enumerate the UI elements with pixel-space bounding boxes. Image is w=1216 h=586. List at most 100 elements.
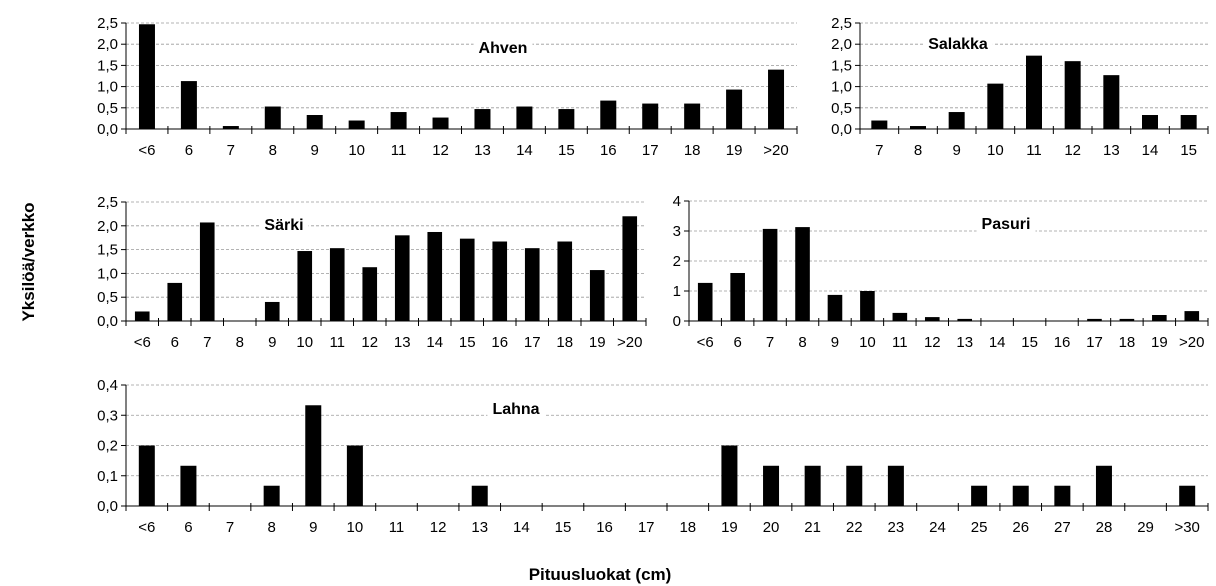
bar <box>1142 115 1158 129</box>
y-tick-label: 0,0 <box>831 121 852 138</box>
y-tick-label: 0,0 <box>97 313 118 330</box>
x-tick-label: 16 <box>596 519 613 536</box>
x-tick-label: 6 <box>171 334 179 351</box>
x-tick-label: 10 <box>347 519 364 536</box>
bar <box>589 270 605 321</box>
y-tick-label: 1 <box>673 283 681 300</box>
bar <box>1095 465 1112 506</box>
chart-title: Ahven <box>479 40 528 57</box>
y-axis-label: Yksilöä/verkko <box>19 202 38 321</box>
x-tick-label: 23 <box>888 519 905 536</box>
x-tick-label: 18 <box>684 142 701 159</box>
x-tick-label: 16 <box>600 142 617 159</box>
bar <box>642 103 659 129</box>
y-tick-label: 2,5 <box>97 194 118 211</box>
x-tick-label: 13 <box>474 142 491 159</box>
x-tick-label: 17 <box>524 334 541 351</box>
x-tick-label: 8 <box>914 142 922 159</box>
x-tick-label: 15 <box>1180 142 1197 159</box>
x-tick-label: 19 <box>726 142 743 159</box>
x-axis-label: Pituusluokat (cm) <box>529 565 672 584</box>
bar <box>1026 55 1042 130</box>
bar <box>871 120 888 129</box>
bar <box>887 465 904 506</box>
bar <box>558 109 575 129</box>
bar <box>1054 485 1071 506</box>
x-tick-label: 10 <box>348 142 365 159</box>
x-tick-label: 15 <box>558 142 575 159</box>
x-tick-label: 18 <box>556 334 573 351</box>
bar <box>1103 75 1120 129</box>
bar <box>516 106 533 129</box>
bar <box>1087 318 1102 321</box>
bar <box>329 248 345 321</box>
bar <box>730 273 745 321</box>
bar <box>684 103 701 129</box>
x-tick-label: 9 <box>831 334 839 351</box>
x-tick-label: 11 <box>391 142 407 159</box>
x-tick-label: 11 <box>329 334 345 351</box>
chart-title-backdrop <box>259 215 309 236</box>
x-tick-label: 18 <box>679 519 696 536</box>
bar <box>492 241 508 321</box>
y-tick-label: 0,3 <box>97 407 118 424</box>
x-tick-label: 9 <box>309 519 317 536</box>
y-tick-label: 2,0 <box>97 36 118 53</box>
bar <box>726 89 743 129</box>
bar <box>892 312 908 321</box>
bar <box>827 294 843 321</box>
y-tick-label: 0,5 <box>97 289 118 306</box>
bar <box>804 465 821 506</box>
x-tick-label: 19 <box>589 334 606 351</box>
x-tick-label: 11 <box>892 334 908 351</box>
bar <box>987 83 1004 129</box>
y-tick-label: 1,0 <box>97 265 118 282</box>
bar <box>180 81 197 129</box>
panel-ahven: 0,0 0,5 1,0 1,5 2,0 2,5 <6 6 7 8 9 10 11 12 13 14 15 16 17… <box>97 15 798 159</box>
bar <box>1012 485 1029 506</box>
x-tick-label: 26 <box>1012 519 1029 536</box>
x-tick-label: 9 <box>268 334 276 351</box>
x-tick-label: <6 <box>697 334 714 351</box>
x-tick-label: 8 <box>798 334 806 351</box>
bar <box>459 238 475 321</box>
y-tick-label: 0 <box>673 313 681 330</box>
bar <box>622 216 638 321</box>
x-tick-label: <6 <box>138 142 155 159</box>
x-tick-label: 15 <box>1021 334 1038 351</box>
panel-lahna: 0,0 0,1 0,2 0,3 0,4 <6 6 7 8 9 10 11 12 13 14 15 16 17 18 1… <box>97 377 1209 536</box>
bar <box>264 301 280 321</box>
x-tick-label: 7 <box>203 334 211 351</box>
x-tick-label: 10 <box>859 334 876 351</box>
x-tick-label: 6 <box>733 334 741 351</box>
chart-title-backdrop <box>923 34 993 55</box>
bar <box>167 282 183 321</box>
x-tick-label: 7 <box>227 142 235 159</box>
bar <box>134 311 150 321</box>
x-tick-label: 12 <box>924 334 941 351</box>
bar <box>306 115 323 129</box>
chart-title-backdrop <box>487 399 545 420</box>
panel-sarki: 0,0 0,5 1,0 1,5 2,0 2,5 <6 6 7 8 9 10 11 12 13 14 15 16 17… <box>97 194 647 351</box>
y-tick-label: 0,4 <box>97 377 118 394</box>
x-tick-label: 7 <box>766 334 774 351</box>
x-tick-label: 14 <box>513 519 530 536</box>
bar <box>860 291 875 321</box>
bar <box>600 100 617 129</box>
chart-title-backdrop <box>976 214 1036 235</box>
x-tick-label: 20 <box>763 519 780 536</box>
x-tick-label: 25 <box>971 519 988 536</box>
bar <box>762 228 778 321</box>
x-tick-label: 8 <box>267 519 275 536</box>
bar <box>474 109 491 129</box>
bar <box>394 235 410 321</box>
x-tick-label: 24 <box>929 519 946 536</box>
panel-salakka: 0,0 0,5 1,0 1,5 2,0 2,5 7 8 9 10 11 12 13 14 15 Salakka <box>831 15 1209 159</box>
x-tick-label: 27 <box>1054 519 1071 536</box>
x-tick-label: 19 <box>721 519 738 536</box>
chart-title: Pasuri <box>982 216 1031 233</box>
x-tick-label: 10 <box>296 334 313 351</box>
bar <box>390 112 407 129</box>
bar <box>948 112 965 129</box>
x-tick-label: 17 <box>638 519 655 536</box>
